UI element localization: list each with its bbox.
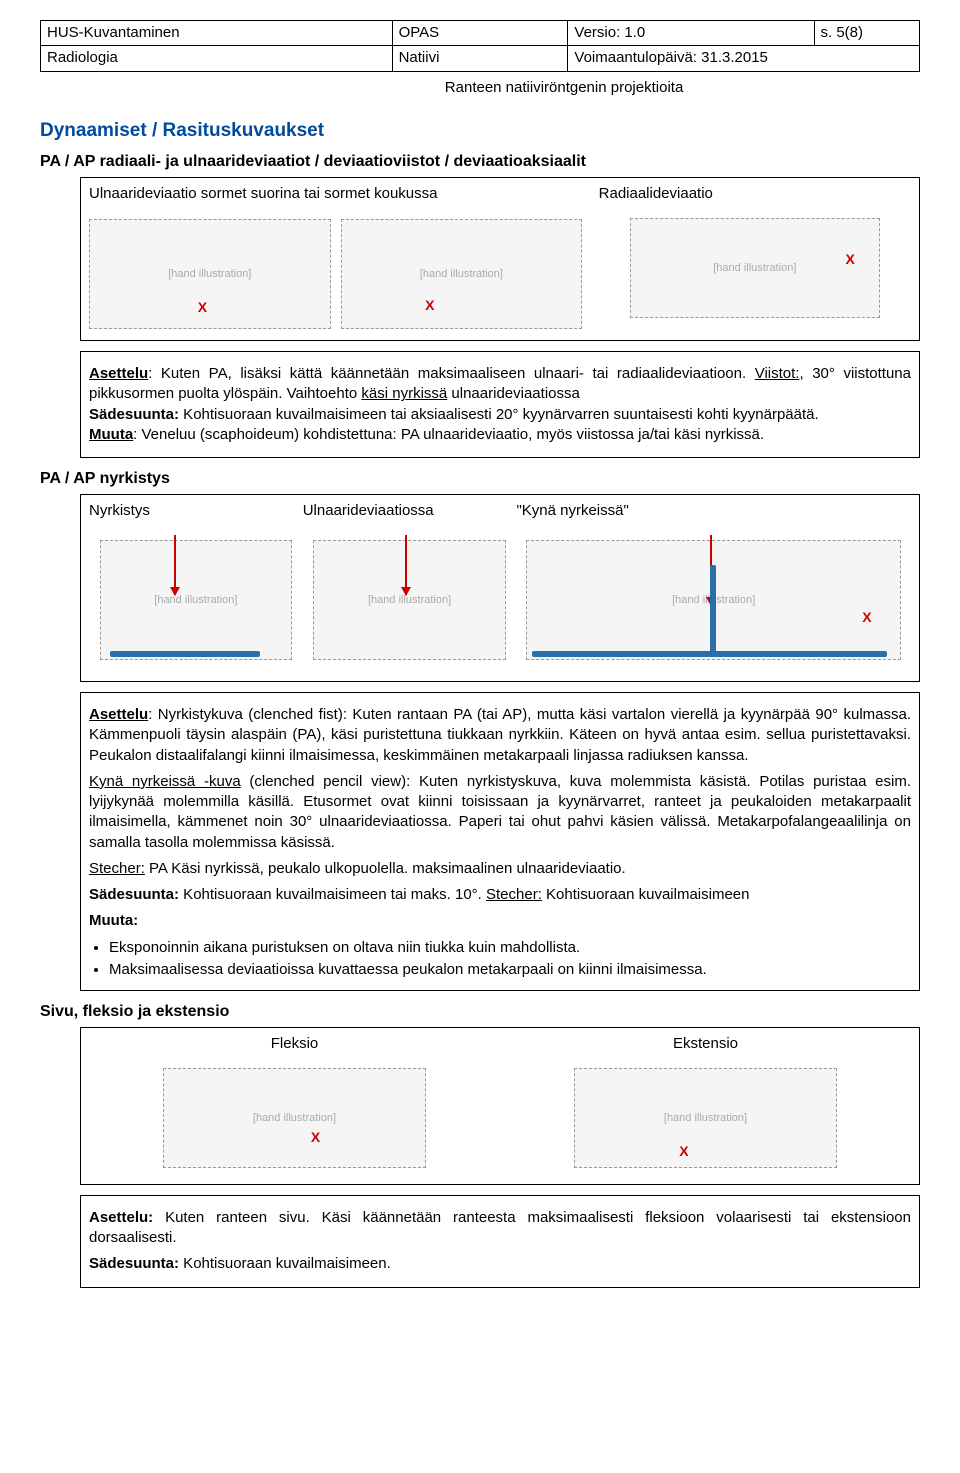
section1-heading: PA / AP radiaali- ja ulnaarideviaatiot /… xyxy=(40,151,920,173)
hand-illustration: [hand illustration] xyxy=(163,1068,426,1168)
section3-heading: Sivu, fleksio ja ekstensio xyxy=(40,1001,920,1023)
hand-illustration: [hand illustration] xyxy=(630,218,880,318)
header-cell: Voimaantulopäivä: 31.3.2015 xyxy=(568,46,920,71)
section3-sade: Sädesuunta: Kohtisuoraan kuvailmaisimeen… xyxy=(89,1254,911,1274)
label-radiaali: Radiaalideviaatio xyxy=(599,184,911,204)
label-fleksio: Fleksio xyxy=(271,1034,319,1054)
main-title: Dynaamiset / Rasituskuvaukset xyxy=(40,118,920,144)
section1-body: Asettelu: Kuten PA, lisäksi kättä käänne… xyxy=(89,364,911,445)
section2-asettelu: Asettelu: Nyrkistykuva (clenched fist): … xyxy=(89,705,911,766)
section2-textbox: Asettelu: Nyrkistykuva (clenched fist): … xyxy=(80,692,920,991)
bullet-item: Eksponoinnin aikana puristuksen on oltav… xyxy=(109,938,911,958)
section2-stecher: Stecher: PA Käsi nyrkissä, peukalo ulkop… xyxy=(89,859,911,879)
doc-header-table: HUS-Kuvantaminen OPAS Versio: 1.0 s. 5(8… xyxy=(40,20,920,72)
x-marker: X xyxy=(679,1142,688,1161)
blue-bar xyxy=(110,651,260,657)
label-ekstensio: Ekstensio xyxy=(673,1034,738,1054)
label-ulnaari: Ulnaarideviaatio sormet suorina tai sorm… xyxy=(89,184,582,204)
header-cell: s. 5(8) xyxy=(814,21,920,46)
arrow-down-icon xyxy=(405,535,407,595)
x-marker: X xyxy=(862,608,871,627)
bullet-item: Maksimaalisessa deviaatioissa kuvattaess… xyxy=(109,960,911,980)
section2-muuta: Muuta: xyxy=(89,911,911,931)
label-kyna: "Kynä nyrkeissä" xyxy=(516,501,911,521)
header-cell: HUS-Kuvantaminen xyxy=(41,21,393,46)
blue-bar-vert xyxy=(710,565,716,655)
hand-illustration: [hand illustration] xyxy=(89,219,331,329)
arrow-down-icon xyxy=(174,535,176,595)
section1-imagebox: Ulnaarideviaatio sormet suorina tai sorm… xyxy=(80,177,920,341)
section2-imagebox: Nyrkistys [hand illustration] Ulnaaridev… xyxy=(80,494,920,682)
label-nyrkistys: Nyrkistys xyxy=(89,501,303,521)
section2-bullets: Eksponoinnin aikana puristuksen on oltav… xyxy=(109,938,911,981)
hand-illustration: [hand illustration] xyxy=(341,219,583,329)
header-cell: Radiologia xyxy=(41,46,393,71)
section3-asettelu: Asettelu: Kuten ranteen sivu. Käsi käänn… xyxy=(89,1208,911,1249)
section2-kyna: Kynä nyrkeissä -kuva (clenched pencil vi… xyxy=(89,772,911,853)
section2-sade: Sädesuunta: Kohtisuoraan kuvailmaisimeen… xyxy=(89,885,911,905)
blue-bar xyxy=(532,651,887,657)
hand-illustration: [hand illustration] xyxy=(100,540,292,660)
hand-illustration: [hand illustration] xyxy=(574,1068,837,1168)
hand-illustration: [hand illustration] xyxy=(313,540,505,660)
header-subtitle: Ranteen natiiviröntgenin projektioita xyxy=(40,76,920,108)
label-ulnaaridev: Ulnaarideviaatiossa xyxy=(303,501,517,521)
x-marker: X xyxy=(425,296,434,315)
x-marker: X xyxy=(311,1128,320,1147)
header-cell: Natiivi xyxy=(392,46,568,71)
section2-heading: PA / AP nyrkistys xyxy=(40,468,920,490)
section3-textbox: Asettelu: Kuten ranteen sivu. Käsi käänn… xyxy=(80,1195,920,1288)
section3-imagebox: Fleksio [hand illustration] X Ekstensio … xyxy=(80,1027,920,1185)
x-marker: X xyxy=(198,298,207,317)
header-cell: OPAS xyxy=(392,21,568,46)
header-cell: Versio: 1.0 xyxy=(568,21,814,46)
section1-textbox: Asettelu: Kuten PA, lisäksi kättä käänne… xyxy=(80,351,920,458)
x-marker: X xyxy=(845,250,854,269)
